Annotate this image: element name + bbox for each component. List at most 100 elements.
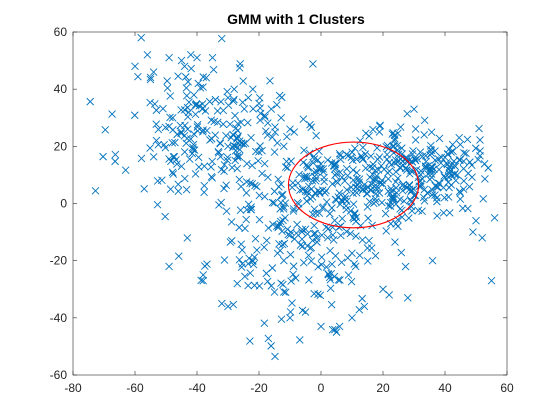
data-point-marker xyxy=(341,195,349,204)
data-point-marker xyxy=(451,162,460,171)
data-point-marker xyxy=(352,232,360,240)
data-point-marker xyxy=(376,121,384,130)
data-point-marker xyxy=(336,151,344,160)
data-point-marker xyxy=(280,288,288,296)
data-point-marker xyxy=(363,244,372,252)
data-point-marker xyxy=(328,260,336,269)
data-point-marker xyxy=(255,99,263,108)
data-point-marker xyxy=(347,277,356,286)
data-point-marker xyxy=(292,229,301,238)
data-point-marker xyxy=(239,77,248,85)
data-point-marker xyxy=(217,299,226,308)
data-point-marker xyxy=(315,209,324,218)
data-point-marker xyxy=(455,133,464,142)
data-point-marker xyxy=(347,153,356,161)
data-point-marker xyxy=(195,102,204,110)
data-point-marker xyxy=(361,150,370,158)
data-point-marker xyxy=(328,180,337,188)
data-point-marker xyxy=(352,188,361,197)
data-point-marker xyxy=(288,299,296,307)
data-point-marker xyxy=(433,197,441,206)
data-point-marker xyxy=(420,196,429,205)
data-point-marker xyxy=(196,84,205,92)
data-point-marker xyxy=(364,182,372,191)
data-point-marker xyxy=(301,308,310,316)
data-point-marker xyxy=(251,234,260,243)
data-point-marker xyxy=(331,252,340,260)
data-point-marker xyxy=(256,109,265,118)
data-point-marker xyxy=(448,140,457,149)
data-point-marker xyxy=(282,157,291,166)
data-point-marker xyxy=(168,168,177,177)
data-point-marker xyxy=(279,205,288,213)
data-point-marker xyxy=(400,197,408,205)
data-point-marker xyxy=(323,156,332,164)
data-point-marker xyxy=(403,109,412,118)
data-point-marker xyxy=(161,123,170,132)
data-point-marker xyxy=(320,177,328,186)
data-point-marker xyxy=(199,83,207,91)
data-point-marker xyxy=(322,263,331,271)
data-point-marker xyxy=(263,277,272,286)
data-point-marker xyxy=(220,160,229,169)
scatter-points xyxy=(86,33,499,361)
data-point-marker xyxy=(137,33,146,42)
data-point-marker xyxy=(91,187,100,195)
data-point-marker xyxy=(233,164,242,173)
data-point-marker xyxy=(286,250,295,259)
data-point-marker xyxy=(262,269,271,278)
data-point-marker xyxy=(459,177,468,185)
data-point-marker xyxy=(363,257,372,265)
data-point-marker xyxy=(361,164,370,173)
data-point-marker xyxy=(200,188,208,197)
data-point-marker xyxy=(397,248,406,257)
data-point-marker xyxy=(435,134,444,143)
data-point-marker xyxy=(428,256,437,265)
data-point-marker xyxy=(184,77,192,86)
data-point-marker xyxy=(146,144,154,152)
data-point-marker xyxy=(235,256,244,264)
data-point-marker xyxy=(241,139,250,148)
data-point-marker xyxy=(487,276,496,285)
data-point-marker xyxy=(388,192,397,200)
data-point-marker xyxy=(364,214,372,223)
data-point-marker xyxy=(248,256,257,265)
data-point-marker xyxy=(349,213,357,222)
data-point-marker xyxy=(260,192,269,201)
data-point-marker xyxy=(245,254,253,263)
data-point-marker xyxy=(99,152,107,161)
data-point-marker xyxy=(279,203,288,211)
data-point-marker xyxy=(435,165,443,174)
data-point-marker xyxy=(169,125,177,134)
data-point-marker xyxy=(372,189,380,198)
data-point-marker xyxy=(273,100,281,109)
data-point-marker xyxy=(270,187,279,196)
data-point-marker xyxy=(258,146,266,155)
data-point-marker xyxy=(319,203,328,211)
data-point-marker xyxy=(317,160,325,168)
data-point-marker xyxy=(385,167,394,176)
data-point-marker xyxy=(455,156,464,164)
data-point-marker xyxy=(165,262,173,271)
data-point-marker xyxy=(330,216,339,225)
data-point-marker xyxy=(235,152,244,161)
data-point-marker xyxy=(306,195,315,203)
data-point-marker xyxy=(346,207,355,215)
data-point-marker xyxy=(248,179,257,188)
data-point-marker xyxy=(360,302,369,311)
data-point-marker xyxy=(294,179,302,188)
data-point-marker xyxy=(283,163,292,172)
data-point-marker xyxy=(409,147,417,155)
data-point-marker xyxy=(242,189,251,197)
data-point-marker xyxy=(340,177,349,185)
data-point-marker xyxy=(219,120,228,129)
data-point-marker xyxy=(349,166,357,174)
data-point-marker xyxy=(379,285,387,294)
data-point-marker xyxy=(166,92,175,100)
data-point-marker xyxy=(231,111,239,120)
data-point-marker xyxy=(111,150,120,159)
data-point-marker xyxy=(290,128,299,136)
data-point-marker xyxy=(398,150,406,158)
data-point-marker xyxy=(223,87,232,96)
data-point-marker xyxy=(267,105,276,113)
